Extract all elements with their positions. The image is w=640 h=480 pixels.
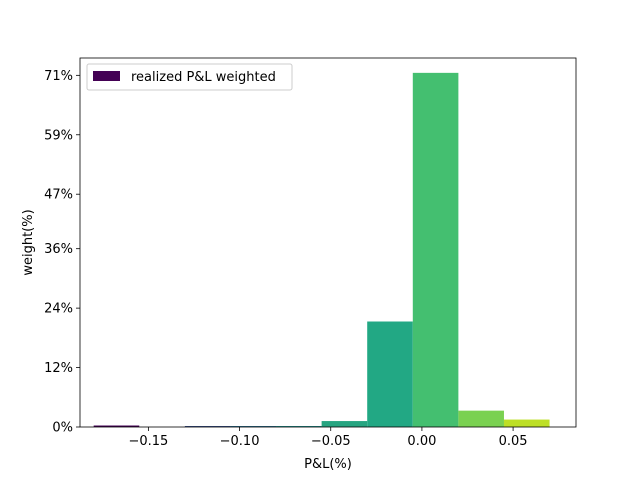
y-tick-label-3: 36% <box>44 242 73 257</box>
plot-frame <box>79 57 577 428</box>
y-tick-label-6: 71% <box>44 69 73 84</box>
legend-swatch <box>93 71 120 81</box>
legend-box <box>86 63 293 91</box>
y-tick-label-2: 24% <box>44 302 73 317</box>
y-axis-label: weight(%) <box>21 209 36 275</box>
histogram-bar-0 <box>93 425 140 427</box>
bars-group <box>93 72 550 427</box>
x-tick-label-3: 0.00 <box>407 434 436 449</box>
y-axis: 0% 12% 24% 36% 47% 59% 71% <box>44 69 80 436</box>
histogram-bar-8 <box>458 410 504 427</box>
legend: realized P&L weighted <box>86 63 293 91</box>
y-tick-label-1: 12% <box>44 361 73 376</box>
x-tick-label-1: −0.10 <box>220 434 260 449</box>
y-tick-label-5: 59% <box>44 128 73 143</box>
histogram-bar-5 <box>321 421 368 427</box>
histogram-bar-6 <box>367 321 413 427</box>
histogram-bar-2 <box>184 426 231 427</box>
histogram-bar-7 <box>412 72 459 427</box>
histogram-bar-9 <box>503 419 550 427</box>
y-tick-label-4: 47% <box>44 188 73 203</box>
x-tick-label-0: −0.15 <box>128 434 168 449</box>
histogram-bar-3 <box>230 426 277 427</box>
x-tick-label-4: 0.05 <box>499 434 528 449</box>
x-tick-label-2: −0.05 <box>311 434 351 449</box>
histogram-bar-4 <box>276 426 322 427</box>
y-tick-label-0: 0% <box>52 421 73 436</box>
legend-label: realized P&L weighted <box>131 70 276 85</box>
x-axis-label: P&L(%) <box>304 457 352 472</box>
x-axis: −0.15 −0.10 −0.05 0.00 0.05 <box>128 427 528 449</box>
